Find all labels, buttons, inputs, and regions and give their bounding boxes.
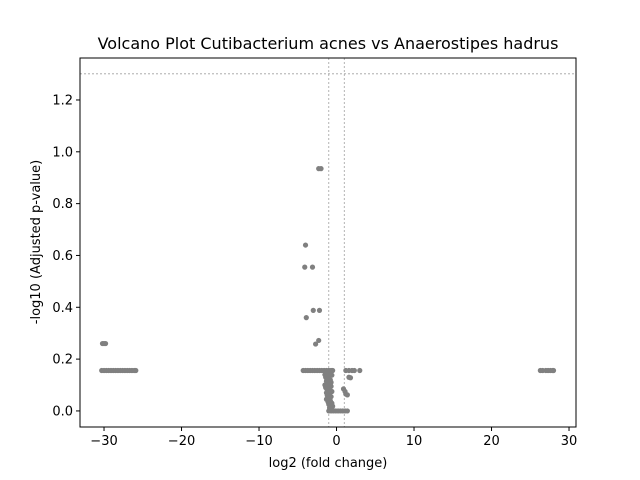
data-point-18 [133,367,139,374]
y-tick-label-1: 0.2 [52,353,73,368]
data-point-34 [318,166,324,172]
data-point-2 [102,340,109,347]
x-tick-label-2: −10 [245,434,272,449]
data-point-37 [309,264,316,270]
x-tick-label-5: 20 [483,434,500,449]
y-tick-label-0: 0.0 [52,404,73,419]
data-point-87 [357,367,363,374]
data-point-38 [310,307,316,313]
y-tick-label-3: 0.6 [52,249,73,264]
y-axis-label: -log10 (Adjusted p-value) [29,160,44,324]
chart-title: Volcano Plot Cutibacterium acnes vs Anae… [98,34,559,53]
x-tick-label-3: 0 [332,434,340,449]
data-point-93 [344,392,350,398]
data-point-32 [330,367,336,374]
data-point-82 [344,408,350,414]
y-tick-label-6: 1.2 [52,93,73,108]
x-tick-label-6: 30 [561,434,578,449]
data-point-36 [302,264,308,270]
x-axis-ticks: −30 −20 −10 0 10 20 30 [90,427,577,449]
data-point-100 [550,367,557,374]
y-tick-label-5: 1.0 [52,145,73,160]
reference-lines [80,58,576,427]
x-tick-label-0: −30 [90,434,117,449]
y-axis-ticks: 0.0 0.2 0.4 0.6 0.8 1.0 1.2 [52,93,80,419]
data-point-40 [303,315,309,321]
data-point-35 [302,242,309,248]
data-point-86 [351,367,357,374]
x-tick-label-4: 10 [406,434,423,449]
data-point-39 [316,307,323,313]
y-tick-label-2: 0.4 [52,301,73,316]
plot-frame [79,57,577,428]
data-point-42 [313,341,319,347]
data-points [99,166,557,414]
data-point-89 [347,375,354,381]
x-tick-label-1: −20 [168,434,195,449]
y-tick-label-4: 0.8 [52,197,73,212]
data-point-41 [316,337,322,344]
x-axis-label: log2 (fold change) [269,456,388,471]
